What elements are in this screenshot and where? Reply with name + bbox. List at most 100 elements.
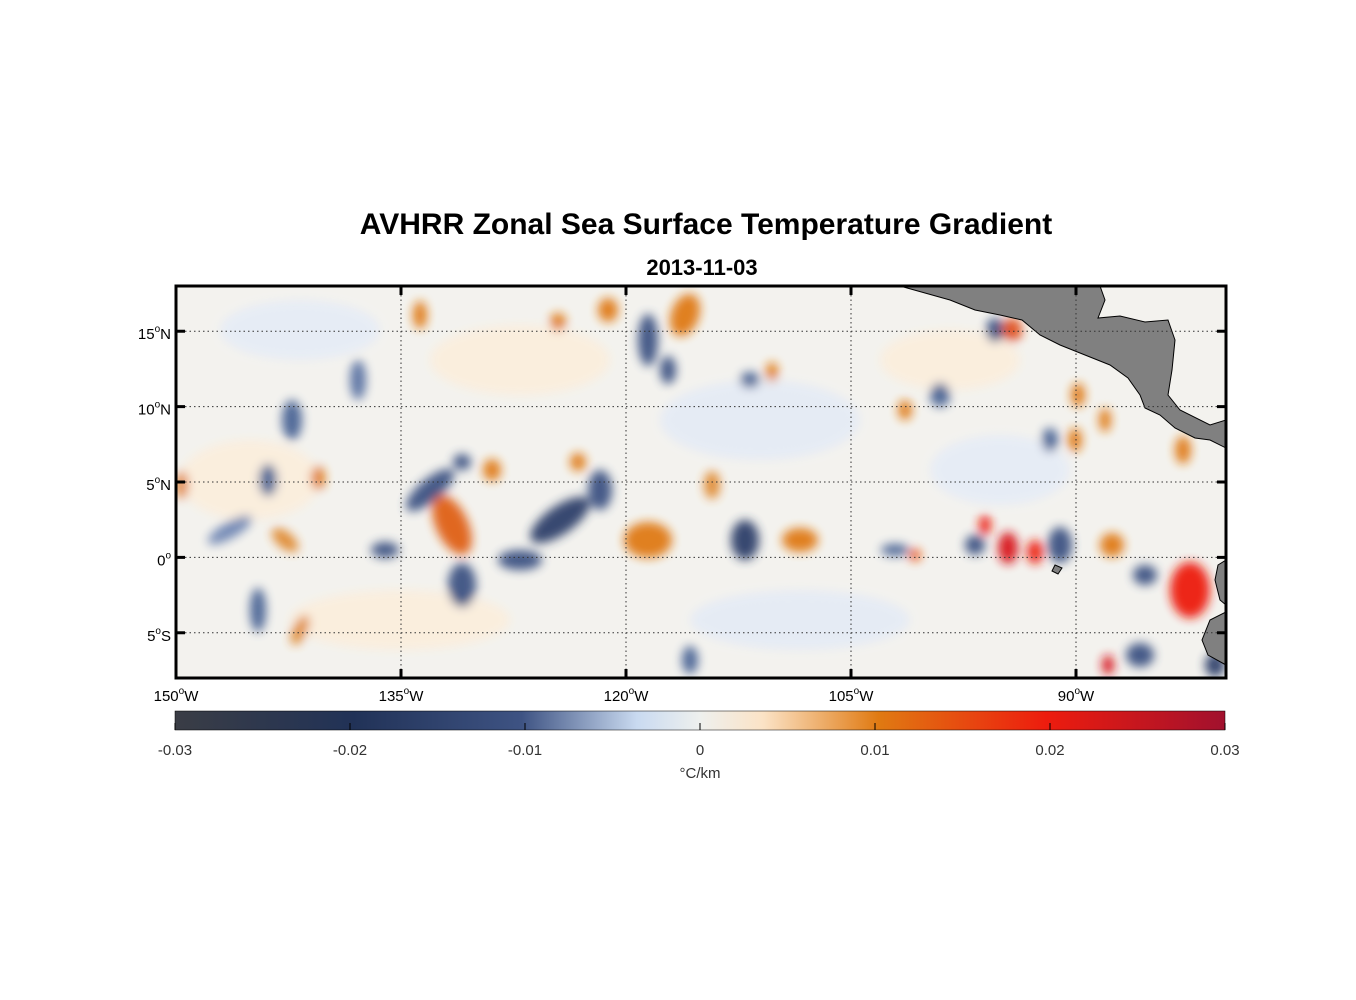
- field-patch: [180, 440, 320, 520]
- field-patch: [448, 563, 476, 607]
- lat-tick-hemisphere: N: [160, 402, 171, 419]
- colorbar-tick-label: 0.01: [860, 742, 889, 759]
- field-patch: [371, 542, 399, 558]
- field-patch: [669, 293, 701, 337]
- field-patch: [405, 468, 455, 512]
- field-patch: [731, 520, 759, 560]
- lon-tick-hemisphere: W: [184, 688, 199, 705]
- lon-tick-number: 120: [604, 688, 629, 705]
- field-patch: [682, 646, 698, 674]
- lon-tick-hemisphere: W: [859, 688, 874, 705]
- lon-tick-hemisphere: W: [1080, 688, 1095, 705]
- chart-subtitle: 2013-11-03: [646, 255, 757, 280]
- field-patch: [782, 528, 818, 552]
- field-patch: [483, 459, 501, 481]
- lon-tick-label: 135oW: [379, 686, 425, 705]
- field-patch: [660, 380, 860, 460]
- field-patch: [1126, 643, 1154, 667]
- field-patch: [624, 522, 672, 558]
- field-patch: [965, 535, 985, 555]
- field-patch: [1170, 562, 1210, 618]
- field-patch: [550, 313, 566, 331]
- field-patch: [1100, 533, 1124, 557]
- lat-tick-number: 0: [157, 552, 165, 569]
- field-patch: [638, 314, 658, 366]
- colorbar: -0.03 -0.02 -0.01 0 0.01 0.02 0.03 °C/km: [158, 710, 1240, 782]
- field-patch: [220, 300, 380, 360]
- field-patch: [986, 318, 1004, 342]
- lat-tick-number: 15: [138, 326, 155, 343]
- map-panel: 150oW 135oW 120oW 105oW 90oW 15oN10oN5oN0o5o…: [138, 284, 1228, 705]
- field-patch: [1048, 527, 1072, 563]
- colorbar-ticks: -0.03 -0.02 -0.01 0 0.01 0.02 0.03: [158, 723, 1240, 759]
- lat-tick-number: 5: [146, 477, 154, 494]
- sst-gradient-field: [176, 286, 1226, 677]
- lat-tick-number: 10: [138, 402, 155, 419]
- field-patch: [880, 330, 1020, 390]
- field-patch: [570, 453, 586, 471]
- field-patch: [430, 325, 610, 395]
- lon-tick-hemisphere: W: [409, 688, 424, 705]
- lon-tick-number: 105: [829, 688, 854, 705]
- field-patch: [998, 532, 1018, 564]
- field-patch: [1099, 408, 1111, 432]
- field-patch: [413, 301, 427, 329]
- field-patch: [1175, 436, 1191, 464]
- degree-symbol: o: [404, 686, 410, 697]
- field-patch: [207, 515, 253, 545]
- field-patch: [704, 471, 720, 499]
- lat-tick-label: 15oN: [138, 324, 171, 343]
- field-patch: [1133, 565, 1157, 585]
- field-patch: [311, 466, 325, 490]
- colorbar-tick-label: -0.02: [333, 742, 367, 759]
- field-patch: [930, 435, 1070, 505]
- colorbar-tick-label: -0.01: [508, 742, 542, 759]
- degree-symbol: o: [854, 686, 860, 697]
- land-island: [1051, 564, 1063, 575]
- degree-symbol: o: [1074, 686, 1080, 697]
- field-patch: [282, 400, 302, 440]
- longitude-labels: 150oW 135oW 120oW 105oW 90oW: [154, 686, 1095, 705]
- latitude-labels: 15oN 10oN 5oN 0 o 5oS: [138, 324, 172, 645]
- lat-tick-label: 5oS: [147, 626, 171, 645]
- degree-symbol: o: [179, 686, 185, 697]
- colorbar-tick-label: 0: [696, 742, 704, 759]
- field-patch: [909, 549, 921, 561]
- field-patch: [1068, 428, 1082, 452]
- land-south-america: [1201, 559, 1226, 666]
- field-patch: [259, 464, 277, 496]
- lon-tick-label: 120oW: [604, 686, 650, 705]
- lon-tick-label: 150oW: [154, 686, 200, 705]
- lat-tick-label: 10oN: [138, 400, 171, 419]
- lat-tick-label: 5oN: [146, 475, 171, 494]
- field-patch: [432, 495, 472, 555]
- field-patch: [1002, 318, 1022, 342]
- lon-tick-number: 90: [1058, 688, 1075, 705]
- field-patch: [979, 515, 991, 535]
- field-patch: [1071, 383, 1085, 407]
- field-patch: [766, 362, 778, 382]
- field-patch: [530, 496, 590, 544]
- lon-tick-number: 135: [379, 688, 404, 705]
- field-patch: [271, 528, 299, 552]
- degree-symbol: o: [155, 324, 161, 335]
- colorbar-tick-label: 0.03: [1210, 742, 1239, 759]
- field-patch: [1027, 540, 1043, 564]
- field-patch: [1102, 655, 1114, 675]
- lat-tick-hemisphere: N: [160, 326, 171, 343]
- field-patch: [930, 383, 950, 407]
- lon-tick-hemisphere: W: [634, 688, 649, 705]
- colorbar-tick-label: -0.03: [158, 742, 192, 759]
- map-tick-marks: [174, 286, 1226, 678]
- field-patch: [881, 544, 909, 556]
- field-patch: [898, 400, 912, 420]
- lon-tick-number: 150: [154, 688, 179, 705]
- field-patch: [740, 372, 760, 388]
- field-patch: [1042, 428, 1058, 452]
- lat-tick-hemisphere: N: [160, 477, 171, 494]
- field-patch: [498, 550, 542, 570]
- lon-tick-label: 90oW: [1058, 686, 1095, 705]
- lat-tick-number: 5: [147, 628, 155, 645]
- field-patch: [350, 360, 366, 400]
- field-patch: [598, 298, 618, 322]
